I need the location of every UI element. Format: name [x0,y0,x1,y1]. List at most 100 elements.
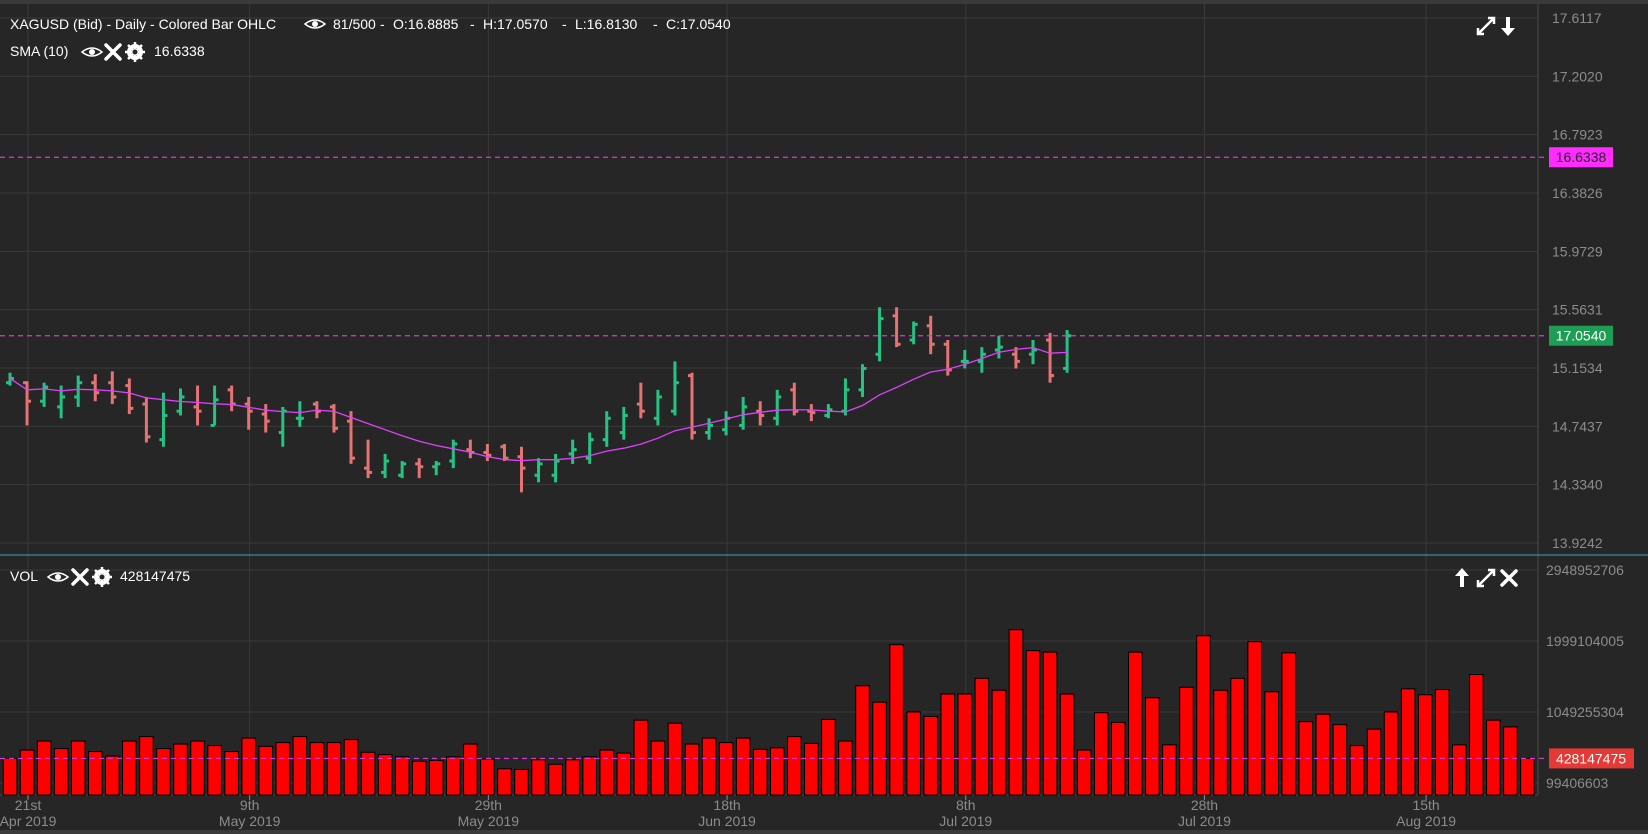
close-icon[interactable] [104,43,122,61]
volume-bar [139,736,154,796]
eye-icon[interactable] [46,572,70,582]
volume-bar [650,740,666,796]
volume-bar [565,759,580,796]
ohlc-bar [705,418,714,440]
ohlc-bar [926,315,935,355]
price-axis[interactable]: 17.6117 17.2020 16.7923 16.3826 15.9729 15.56… [1552,10,1603,551]
ohlc-bar [432,461,441,476]
ohlc-bar [756,401,765,426]
ohlc-bar [568,439,577,464]
volume-bar [1332,724,1348,796]
volume-bar [497,768,512,796]
price-bars [6,307,1072,493]
price-tick-label: 14.7437 [1552,418,1603,434]
ohlc-bar [329,404,338,433]
volume-bar [838,740,853,796]
close-icon[interactable] [71,568,89,586]
volume-bar [821,718,836,796]
volume-bar [360,751,376,796]
arrow-down-icon[interactable] [1501,17,1515,36]
ohlc-bar [483,443,492,462]
ohlc-bar [364,439,373,479]
volume-bar [1093,712,1109,796]
ohlc-bar [125,378,134,415]
eye-icon[interactable] [303,19,327,29]
sma-badge-bg [1549,147,1613,168]
volume-bar [1196,635,1211,796]
volume-bar [531,759,546,796]
volume-bar [309,742,325,796]
ohlc-bar [1063,330,1072,373]
ohlc-bar [688,372,696,440]
maximize-icon[interactable] [1476,16,1496,36]
ohlc-bar [602,411,611,447]
ohlc-bar [244,396,253,430]
arrow-up-icon[interactable] [1455,568,1469,587]
ohlc-bar [653,389,662,426]
ohlc-bar [500,443,509,462]
volume-bar [122,740,137,796]
maximize-icon[interactable] [1476,568,1496,588]
volume-bar [923,715,938,796]
volume-bar [87,751,103,796]
ohlc-bar [142,396,151,443]
ohlc-bar [517,446,526,493]
volume-bar [1349,745,1365,796]
volume-bar [514,769,529,796]
ohlc-bar [960,349,969,369]
price-tick-label: 14.3340 [1552,477,1603,493]
volume-badge: 428147475 [1549,748,1634,769]
gear-icon[interactable] [125,42,145,62]
volume-bar [701,737,717,796]
volume-bar [53,748,69,796]
volume-bar [241,737,256,796]
ohlc-bar [40,382,49,407]
ohlc-dash-1: - [380,16,385,32]
volume-bar [2,757,18,796]
volume-bar [1128,651,1143,796]
volume-bar [804,742,819,796]
volume-bar [1417,694,1433,796]
top-border [0,0,1648,4]
ohlc-bar [347,411,355,464]
volume-bar [667,722,683,796]
volume-bar [1315,713,1331,796]
ohlc-bar [91,374,100,402]
volume-bar [1179,686,1194,796]
eye-icon[interactable] [80,47,104,57]
volume-bar [582,756,597,796]
volume-tick-label: 99406603 [1546,775,1609,791]
volume-bar [1264,691,1279,796]
ohlc-bar [773,389,782,426]
volume-bar [224,751,239,796]
time-tick-day: 8th [956,797,975,813]
time-tick-month: May 2019 [458,813,520,829]
volume-bar [19,749,35,796]
price-tick-label: 16.3826 [1552,185,1603,201]
time-tick-day: 15th [1412,797,1439,813]
gear-icon[interactable] [92,567,112,587]
volume-bar [889,644,904,796]
volume-bar [105,755,120,796]
volume-bar [446,756,461,796]
low-value: L:16.8130 [575,16,637,32]
ohlc-bar [636,382,645,419]
volume-bar [173,743,188,796]
volume-bar [1230,677,1245,796]
ohlc-bar [585,432,594,464]
volume-bar [36,740,52,796]
price-tick-label: 16.7923 [1552,127,1603,143]
price-tick-label: 13.9242 [1552,535,1603,551]
volume-axis[interactable]: 2948952706 1999104005 1049255304 99406603 [1546,562,1624,791]
close-icon[interactable] [1500,569,1518,587]
volume-bar [940,693,956,796]
volume-bar [1451,744,1467,796]
chart-title: XAGUSD (Bid) - Daily - Colored Bar OHLC [10,16,276,32]
time-tick-day: 29th [475,797,502,813]
volume-bar [787,736,802,796]
ohlc-bar [1011,347,1020,369]
volume-bar [1145,697,1160,796]
